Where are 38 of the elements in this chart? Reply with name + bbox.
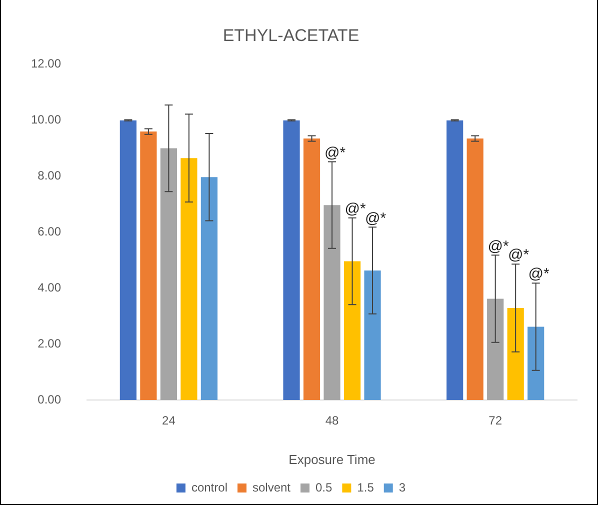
bar — [283, 120, 300, 400]
y-tick-label: 4.00 — [38, 280, 62, 294]
bar — [487, 298, 504, 400]
y-tick-label: 12.00 — [31, 56, 62, 71]
annotation: @* — [344, 200, 366, 218]
bar — [344, 261, 361, 400]
legend-label: solvent — [252, 480, 292, 494]
bar — [140, 132, 157, 400]
x-tick-label: 72 — [488, 414, 502, 428]
bar — [200, 177, 218, 400]
x-axis-title: Exposure Time — [288, 452, 376, 467]
x-tick-label: 48 — [325, 414, 340, 428]
y-tick-label: 6.00 — [38, 224, 62, 239]
bar — [528, 326, 544, 400]
bar — [303, 138, 320, 400]
annotation: @* — [324, 144, 346, 162]
legend-label: 0.5 — [316, 480, 333, 494]
y-tick-label: 2.00 — [38, 336, 62, 350]
annotation: @* — [488, 238, 510, 255]
bar — [364, 270, 381, 400]
y-tick-label: 10.00 — [31, 112, 62, 127]
chart-title: ETHYL-ACETATE — [222, 26, 360, 45]
bar — [180, 158, 198, 400]
bar — [466, 138, 484, 400]
bar — [160, 148, 177, 400]
annotation: @* — [508, 246, 530, 264]
legend-label: 1.5 — [357, 480, 374, 494]
bar — [120, 120, 136, 400]
bar — [446, 120, 464, 400]
bar — [507, 308, 524, 400]
legend-label: 3 — [398, 480, 406, 494]
y-tick-label: 0.00 — [38, 392, 62, 406]
annotation: @* — [364, 210, 386, 227]
y-tick-label: 8.00 — [38, 168, 62, 183]
x-tick-label: 24 — [162, 414, 176, 428]
bar — [324, 205, 340, 400]
annotation: @* — [528, 266, 550, 283]
legend-label: control — [191, 480, 228, 494]
